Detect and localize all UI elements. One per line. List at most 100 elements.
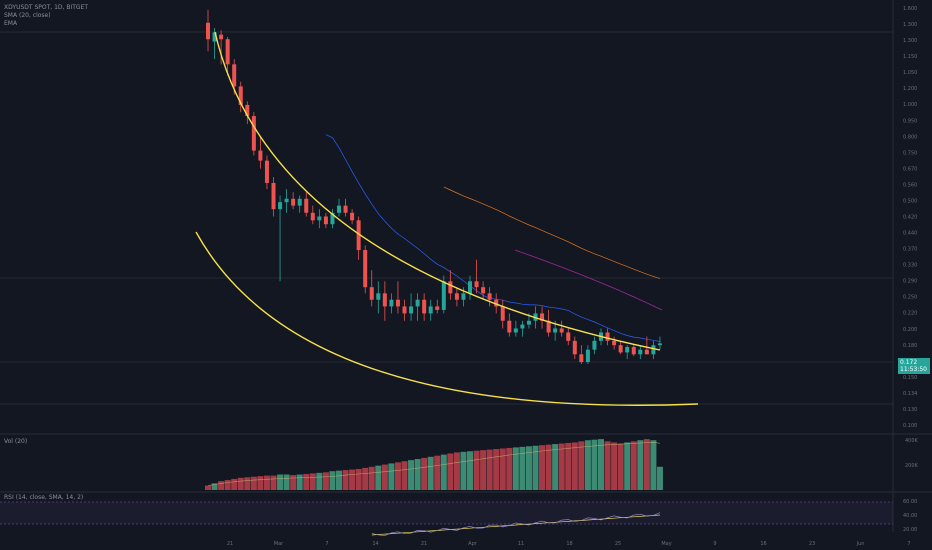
volume-bar <box>637 440 644 490</box>
time-tick-label: 23 <box>809 541 815 547</box>
time-tick-label: 25 <box>615 541 621 547</box>
volume-tick-label: 200K <box>905 463 919 469</box>
volume-bar <box>447 453 454 490</box>
candle-body <box>382 293 387 307</box>
volume-bar <box>355 468 362 490</box>
volume-bar <box>224 480 231 490</box>
sma-line <box>325 134 661 342</box>
time-tick-label: 21 <box>421 541 427 547</box>
volume-bar <box>565 442 572 490</box>
candle-body <box>572 340 577 355</box>
candle-body <box>461 293 466 300</box>
candle-body <box>225 39 230 65</box>
volume-bar <box>237 477 244 490</box>
price-tick-label: 0.420 <box>903 215 917 221</box>
volume-bar <box>211 483 218 490</box>
candle-body <box>494 299 499 307</box>
candle-body <box>625 346 630 353</box>
candle-body <box>631 346 636 355</box>
symbol-legend: XDYUSDT SPOT, 1D, BITGET <box>4 4 88 11</box>
sma-legend: SMA (20, close) <box>4 12 51 19</box>
candle-body <box>291 198 296 206</box>
time-tick-label: 18 <box>566 541 572 547</box>
rsi-ma-line <box>371 514 661 536</box>
price-tick-label: 0.220 <box>903 311 917 317</box>
volume-bar <box>283 474 290 490</box>
volume-bar <box>408 460 415 490</box>
candle-body <box>232 64 237 87</box>
volume-bar <box>309 473 316 490</box>
candle-body <box>513 328 518 333</box>
rsi-band <box>0 502 893 524</box>
candle-body <box>317 216 322 221</box>
candle-body <box>540 313 545 321</box>
price-tick-label: 1.050 <box>903 70 917 76</box>
candle-body <box>559 328 564 333</box>
volume-bar <box>584 440 591 490</box>
volume-bar <box>473 450 480 490</box>
price-tick-label: 0.100 <box>903 423 917 429</box>
volume-bar <box>591 439 598 490</box>
volume-bar <box>486 449 493 490</box>
price-tick-label: 0.200 <box>903 327 917 333</box>
price-tick-label: 0.250 <box>903 295 917 301</box>
volume-tick-label: 400K <box>905 438 919 444</box>
candle-body <box>245 104 250 117</box>
time-tick-label: 16 <box>760 541 766 547</box>
candle-body <box>330 212 335 225</box>
volume-bar <box>342 470 349 490</box>
volume-bar <box>381 464 388 490</box>
price-tick-label: 1.150 <box>903 54 917 60</box>
volume-bar <box>388 463 395 490</box>
volume-bar <box>263 475 270 490</box>
candle-body <box>376 293 381 300</box>
volume-bar <box>617 443 624 490</box>
candle-body <box>592 340 597 350</box>
price-tick-label: 0.750 <box>903 150 917 156</box>
candle-body <box>428 306 433 314</box>
candle-body <box>605 332 610 341</box>
volume-bar <box>480 450 487 490</box>
candle-body <box>337 205 341 213</box>
ema-fast-line <box>443 186 661 279</box>
bar-countdown: 11:53:50 <box>900 366 927 373</box>
candle-body <box>415 299 420 307</box>
candle-body <box>310 212 315 221</box>
time-tick-label: 7 <box>907 541 910 547</box>
candle-body <box>481 287 486 294</box>
volume-legend: Vol (20) <box>4 438 28 445</box>
candle-body <box>284 198 289 203</box>
time-tick-label: May <box>661 541 671 547</box>
candle-body <box>264 160 269 183</box>
axes: 1.600 1.300 1.300 1.150 1.050 1.200 1.000 0.950… <box>227 6 919 547</box>
candle-body <box>454 293 459 300</box>
candle-body <box>206 22 210 40</box>
current-price: 0.172 <box>900 359 918 366</box>
volume-bar <box>270 475 277 490</box>
volume-bar <box>440 454 447 490</box>
candle-body <box>585 349 590 363</box>
candle-body <box>271 182 276 210</box>
candle-body <box>526 320 531 325</box>
price-tick-label: 1.300 <box>903 22 917 28</box>
volume-bar <box>460 451 467 490</box>
candle-body <box>612 340 617 346</box>
volume-bar <box>290 475 297 490</box>
volume-bar <box>427 456 434 490</box>
price-tick-label: 0.500 <box>903 198 917 204</box>
price-tick-label: 1.000 <box>903 102 917 108</box>
candle-body <box>546 320 551 333</box>
candle-body <box>507 320 512 333</box>
rsi-legend: RSI (14, close, SMA, 14, 2) <box>4 494 84 501</box>
candle-body <box>304 198 309 213</box>
price-tick-label: 0.950 <box>903 118 917 124</box>
channel-lower-curve <box>195 231 699 406</box>
volume-bar <box>512 447 519 490</box>
candle-body <box>251 116 256 151</box>
candle-body <box>402 306 407 314</box>
ema-slow-line <box>514 249 663 311</box>
price-tick-label: 1.200 <box>903 86 917 92</box>
grid <box>0 0 932 532</box>
current-price-badge: 0.172 11:53:50 <box>898 358 930 374</box>
